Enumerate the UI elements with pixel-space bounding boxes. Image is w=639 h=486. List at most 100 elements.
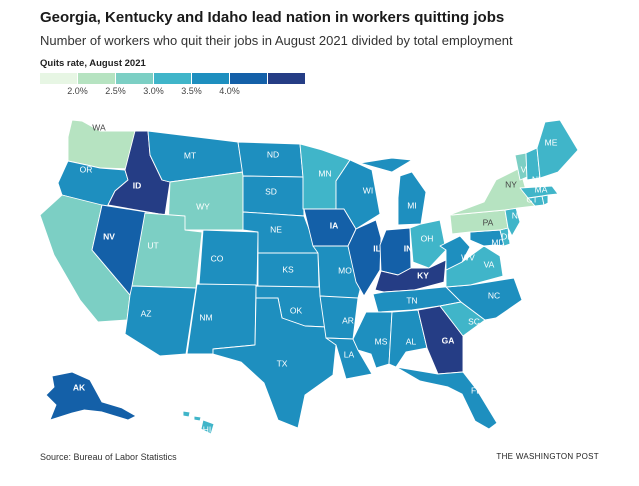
- state-shape-va: [445, 245, 504, 288]
- state-shape-nm: [186, 283, 257, 355]
- state-md: MD: [469, 229, 505, 247]
- state-label-wi: WI: [363, 185, 373, 195]
- legend-swatch-5: [230, 73, 267, 84]
- state-label-ca: CA: [38, 260, 50, 270]
- state-ar: AR: [319, 295, 359, 340]
- state-nd: ND: [237, 141, 304, 178]
- state-shape-nd: [237, 141, 304, 178]
- state-sd: SD: [242, 175, 305, 217]
- state-label-ak: AK: [73, 382, 86, 392]
- state-label-ia: IA: [330, 220, 339, 230]
- state-shape-il: [347, 219, 382, 297]
- state-il: IL: [347, 219, 382, 297]
- state-label-or: OR: [80, 164, 93, 174]
- state-shape-oh: [409, 219, 447, 269]
- state-shape-fl: [395, 366, 498, 430]
- state-shape-tx: [212, 297, 337, 429]
- state-in: IN: [379, 227, 413, 276]
- legend-tick-label: 2.5%: [105, 86, 126, 96]
- state-label-mn: MN: [318, 168, 331, 178]
- state-shape-ak: [45, 371, 137, 421]
- state-label-ny: NY: [505, 179, 517, 189]
- legend-tick-label: 3.0%: [143, 86, 164, 96]
- state-az: AZ: [124, 285, 197, 357]
- state-tx: TX: [212, 297, 337, 429]
- state-label-fl: FL: [471, 385, 481, 395]
- state-label-tx: TX: [277, 358, 288, 368]
- state-label-id: ID: [133, 180, 142, 190]
- credit-line: THE WASHINGTON POST: [496, 452, 599, 461]
- state-label-ne: NE: [270, 224, 282, 234]
- state-label-wa: WA: [92, 122, 106, 132]
- state-label-nd: ND: [267, 149, 279, 159]
- state-shape-co: [198, 229, 259, 287]
- state-va: VA: [445, 245, 504, 288]
- state-label-ms: MS: [375, 336, 388, 346]
- legend-swatch-2: [116, 73, 153, 84]
- state-label-oh: OH: [421, 233, 434, 243]
- state-label-wv: WV: [461, 252, 475, 262]
- state-label-wy: WY: [196, 201, 210, 211]
- state-ak: AK: [45, 371, 137, 421]
- legend-tick-label: 3.5%: [181, 86, 202, 96]
- state-label-in: IN: [404, 243, 413, 253]
- legend-swatch-1: [78, 73, 115, 84]
- state-ma: MA: [519, 184, 559, 199]
- state-label-nh: NH: [532, 174, 544, 184]
- state-label-va: VA: [484, 259, 495, 269]
- state-oh: OH: [409, 219, 447, 269]
- state-label-vt: VT: [521, 164, 532, 174]
- page-title: Georgia, Kentucky and Idaho lead nation …: [40, 9, 505, 26]
- state-label-ut: UT: [147, 240, 158, 250]
- state-label-al: AL: [406, 336, 417, 346]
- state-label-ky: KY: [417, 270, 429, 280]
- us-choropleth-map: WA OR CA ID NV MT WY UT AZ CO NM ND SD NE KS OK TX MN IA MO…: [38, 119, 579, 435]
- state-label-sc: SC: [468, 316, 480, 326]
- state-co: CO: [198, 229, 259, 287]
- state-label-la: LA: [344, 349, 355, 359]
- state-shape-me: [536, 119, 579, 179]
- state-ri: RI: [541, 194, 557, 206]
- state-shape-hi: [182, 410, 215, 435]
- source-note: Source: Bureau of Labor Statistics: [40, 452, 177, 462]
- legend-swatch-3: [154, 73, 191, 84]
- legend-tick-label: 4.0%: [219, 86, 240, 96]
- state-label-nm: NM: [199, 312, 212, 322]
- state-label-hi: HI: [203, 424, 212, 434]
- state-nc: NC: [445, 277, 523, 321]
- state-label-tn: TN: [406, 295, 417, 305]
- legend-swatch-6: [268, 73, 305, 84]
- state-shape-nc: [445, 277, 523, 321]
- state-nm: NM: [186, 283, 257, 355]
- state-label-il: IL: [373, 243, 381, 253]
- state-label-ks: KS: [282, 264, 294, 274]
- state-shape-wi: [335, 159, 381, 230]
- state-label-co: CO: [211, 253, 224, 263]
- legend-tick-label: 2.0%: [67, 86, 88, 96]
- state-label-md: MD: [491, 237, 504, 247]
- legend-tick-labels: 2.0% 2.5% 3.0% 3.5% 4.0%: [40, 86, 280, 100]
- legend-swatch-0: [40, 73, 77, 84]
- legend-title: Quits rate, August 2021: [40, 58, 146, 69]
- state-shape-wv: [439, 235, 471, 271]
- state-wv: WV: [439, 235, 475, 271]
- state-label-mi: MI: [407, 200, 416, 210]
- page-subtitle: Number of workers who quit their jobs in…: [40, 33, 513, 48]
- state-fl: FL: [395, 366, 498, 430]
- state-label-nc: NC: [488, 290, 500, 300]
- state-shape-az: [124, 285, 197, 357]
- state-label-pa: PA: [483, 217, 494, 227]
- state-label-me: ME: [545, 137, 558, 147]
- state-label-az: AZ: [141, 308, 152, 318]
- legend-swatch-4: [192, 73, 229, 84]
- state-wa: WA: [67, 119, 136, 170]
- state-wi: WI: [335, 159, 381, 230]
- state-shape-ma: [519, 185, 559, 199]
- state-shape-ky: [374, 259, 447, 293]
- state-me: ME: [536, 119, 579, 179]
- state-label-ok: OK: [290, 305, 303, 315]
- state-ky: KY: [374, 259, 447, 293]
- state-label-de: DE: [501, 231, 513, 241]
- state-ks: KS: [257, 252, 320, 289]
- state-label-nj: NJ: [512, 210, 522, 220]
